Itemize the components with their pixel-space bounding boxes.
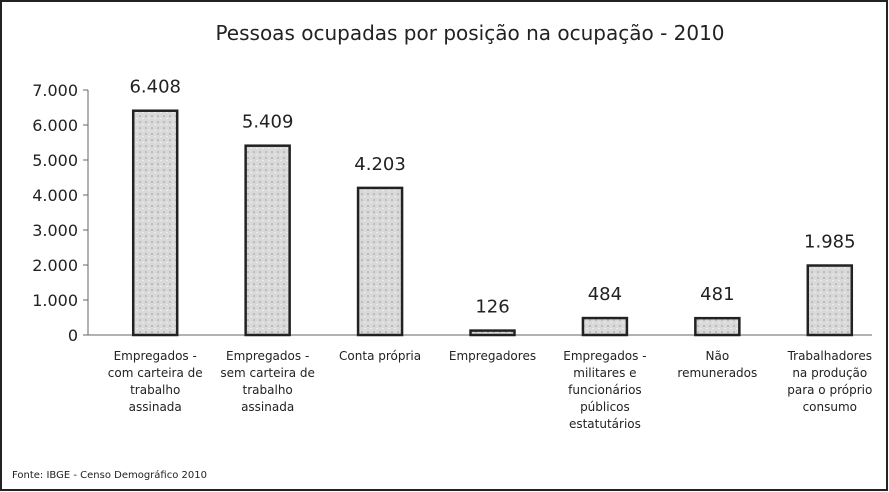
x-tick-label: Empregados -militares e funcionários públi… xyxy=(563,349,646,431)
value-label: 1.985 xyxy=(804,232,856,253)
y-tick-label: 1.000 xyxy=(32,291,78,310)
x-tick-label: Empregados -com carteira de trabalho assin… xyxy=(108,349,203,414)
bar xyxy=(356,186,404,337)
y-tick-label: 2.000 xyxy=(32,256,78,275)
bar xyxy=(131,109,179,337)
source-note: Fonte: IBGE - Censo Demográfico 2010 xyxy=(12,469,207,481)
value-label: 6.408 xyxy=(129,77,181,98)
value-label: 4.203 xyxy=(354,154,406,175)
x-tick-label: Conta própria xyxy=(339,349,421,363)
bar xyxy=(806,264,854,337)
value-label: 5.409 xyxy=(242,112,294,133)
x-tick-label: Trabalhadores na produção para o próprio co… xyxy=(787,349,873,414)
x-tick-label: Não remunerados xyxy=(677,349,757,380)
y-tick-label: 7.000 xyxy=(32,81,78,100)
value-label: 126 xyxy=(475,297,509,318)
x-tick-label: Empregados -sem carteira de trabalho assin… xyxy=(220,349,315,414)
y-tick-label: 6.000 xyxy=(32,116,78,135)
x-tick-label: Empregadores xyxy=(449,349,536,363)
bar xyxy=(244,144,291,337)
value-label: 481 xyxy=(700,284,734,305)
y-tick-label: 0 xyxy=(68,326,78,345)
bar xyxy=(581,316,629,337)
bar xyxy=(694,316,741,337)
chart-title: Pessoas ocupadas por posição na ocupação… xyxy=(215,21,724,45)
y-tick-label: 5.000 xyxy=(32,151,78,170)
bar xyxy=(469,329,516,337)
y-tick-label: 3.000 xyxy=(32,221,78,240)
y-tick-label: 4.000 xyxy=(32,186,78,205)
value-label: 484 xyxy=(588,284,622,305)
